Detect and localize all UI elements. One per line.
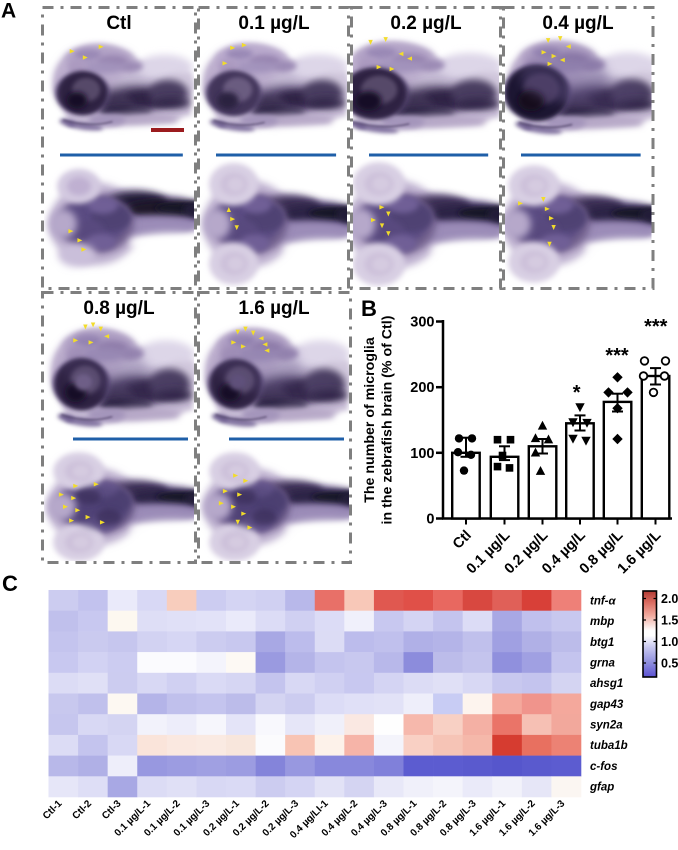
svg-text:0.4 µg/L: 0.4 µg/L [542, 13, 614, 34]
svg-text:***: *** [644, 316, 668, 338]
svg-text:in the zebrafish brain (% of C: in the zebrafish brain (% of Ctl) [380, 315, 396, 524]
svg-text:C: C [2, 571, 18, 596]
svg-text:200: 200 [410, 380, 434, 396]
svg-text:c-fos: c-fos [590, 761, 617, 773]
svg-text:300: 300 [410, 315, 434, 331]
svg-text:***: *** [605, 345, 629, 367]
svg-text:1.5: 1.5 [661, 614, 678, 628]
svg-text:B: B [361, 296, 377, 321]
svg-text:0.1 µg/L: 0.1 µg/L [238, 13, 310, 34]
svg-text:ahsg1: ahsg1 [590, 678, 623, 690]
svg-text:*: * [573, 382, 581, 404]
svg-text:1.6 µg/L: 1.6 µg/L [238, 298, 310, 319]
svg-text:1.0: 1.0 [661, 635, 678, 649]
svg-text:2.0: 2.0 [661, 592, 678, 606]
svg-text:0: 0 [426, 512, 434, 528]
svg-text:syn2a: syn2a [590, 720, 623, 732]
svg-text:mbp: mbp [590, 616, 614, 628]
svg-text:0.5: 0.5 [661, 657, 678, 671]
svg-text:tuba1b: tuba1b [590, 740, 628, 752]
svg-text:0.8 µg/L: 0.8 µg/L [83, 298, 155, 319]
svg-text:grna: grna [589, 658, 616, 670]
svg-text:tnf-α: tnf-α [590, 595, 617, 607]
svg-text:Ctl: Ctl [106, 13, 131, 34]
svg-text:0.2 µg/L: 0.2 µg/L [390, 13, 462, 34]
svg-text:100: 100 [410, 446, 434, 462]
svg-text:gap43: gap43 [589, 699, 624, 711]
svg-text:The number of microglia: The number of microglia [362, 337, 378, 503]
svg-text:btg1: btg1 [590, 637, 614, 649]
svg-text:A: A [1, 0, 16, 23]
svg-text:gfap: gfap [589, 782, 614, 794]
